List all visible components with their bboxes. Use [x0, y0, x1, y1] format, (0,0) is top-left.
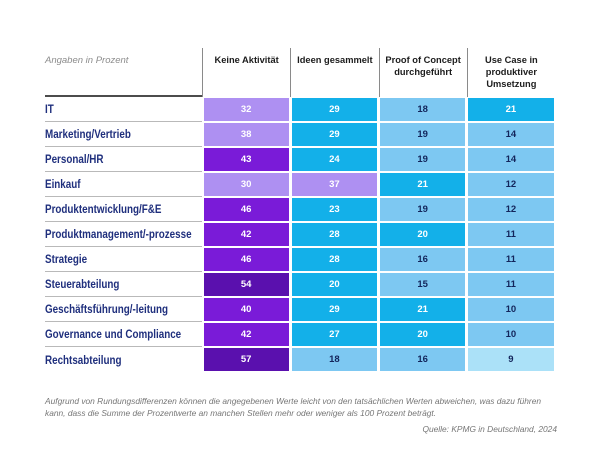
heatmap-cell: 11 [467, 247, 555, 272]
row-label: Marketing/Vertrieb [45, 122, 202, 147]
rounding-footnote: Aufgrund von Rundungsdifferenzen können … [45, 396, 542, 418]
row-label: Personal/HR [45, 147, 202, 172]
heatmap-cell: 46 [202, 247, 290, 272]
column-header-proof-of-concept: Proof of Concept durchgeführt [378, 48, 467, 97]
heatmap-cell: 15 [379, 272, 467, 297]
heatmap-cell: 12 [467, 172, 555, 197]
heatmap-cell: 14 [467, 122, 555, 147]
heatmap-cell: 16 [379, 347, 467, 372]
heatmap-cell: 18 [290, 347, 378, 372]
heatmap-cell: 42 [202, 322, 290, 347]
heatmap-cell: 37 [290, 172, 378, 197]
heatmap-cell: 14 [467, 147, 555, 172]
heatmap-cell: 40 [202, 297, 290, 322]
row-label: Geschäftsführung/-leitung [45, 297, 202, 322]
row-label: IT [45, 97, 202, 122]
heatmap-cell: 11 [467, 272, 555, 297]
heatmap-cell: 16 [379, 247, 467, 272]
row-label: Steuerabteilung [45, 272, 202, 297]
row-label: Governance und Compliance [45, 322, 202, 347]
unit-note: Angaben in Prozent [45, 48, 202, 97]
source-note: Quelle: KPMG in Deutschland, 2024 [422, 424, 557, 434]
heatmap-cell: 32 [202, 97, 290, 122]
heatmap-cell: 23 [290, 197, 378, 222]
heatmap-cell: 19 [379, 197, 467, 222]
heatmap-cell: 38 [202, 122, 290, 147]
column-header-keine-aktivitaet: Keine Aktivität [202, 48, 290, 97]
heatmap-cell: 57 [202, 347, 290, 372]
heatmap-cell: 29 [290, 297, 378, 322]
heatmap-cell: 10 [467, 322, 555, 347]
heatmap-cell: 42 [202, 222, 290, 247]
heatmap-cell: 29 [290, 97, 378, 122]
heatmap-cell: 19 [379, 147, 467, 172]
heatmap-cell: 28 [290, 222, 378, 247]
heatmap-cell: 21 [379, 297, 467, 322]
column-header-ideen-gesammelt: Ideen gesammelt [290, 48, 378, 97]
column-header-use-case: Use Case in produktiver Umsetzung [466, 48, 555, 97]
heatmap-cell: 21 [467, 97, 555, 122]
heatmap-cell: 27 [290, 322, 378, 347]
heatmap-cell: 10 [467, 297, 555, 322]
heatmap-cell: 28 [290, 247, 378, 272]
heatmap-cell: 20 [379, 222, 467, 247]
heatmap-cell: 11 [467, 222, 555, 247]
heatmap-grid: Angaben in Prozent Keine Aktivität Ideen… [45, 48, 555, 372]
heatmap-cell: 20 [379, 322, 467, 347]
heatmap-cell: 43 [202, 147, 290, 172]
heatmap-cell: 20 [290, 272, 378, 297]
heatmap-cell: 18 [379, 97, 467, 122]
heatmap-cell: 21 [379, 172, 467, 197]
heatmap-cell: 12 [467, 197, 555, 222]
heatmap-cell: 24 [290, 147, 378, 172]
row-label: Produktmanagement/-prozesse [45, 222, 202, 247]
row-label: Strategie [45, 247, 202, 272]
heatmap-cell: 19 [379, 122, 467, 147]
row-label: Einkauf [45, 172, 202, 197]
heatmap-cell: 29 [290, 122, 378, 147]
heatmap-cell: 9 [467, 347, 555, 372]
heatmap-cell: 30 [202, 172, 290, 197]
row-label: Rechtsabteilung [45, 352, 122, 367]
heatmap-table: Angaben in Prozent Keine Aktivität Ideen… [45, 48, 555, 372]
heatmap-cell: 46 [202, 197, 290, 222]
row-label: Produktentwicklung/F&E [45, 197, 202, 222]
heatmap-cell: 54 [202, 272, 290, 297]
